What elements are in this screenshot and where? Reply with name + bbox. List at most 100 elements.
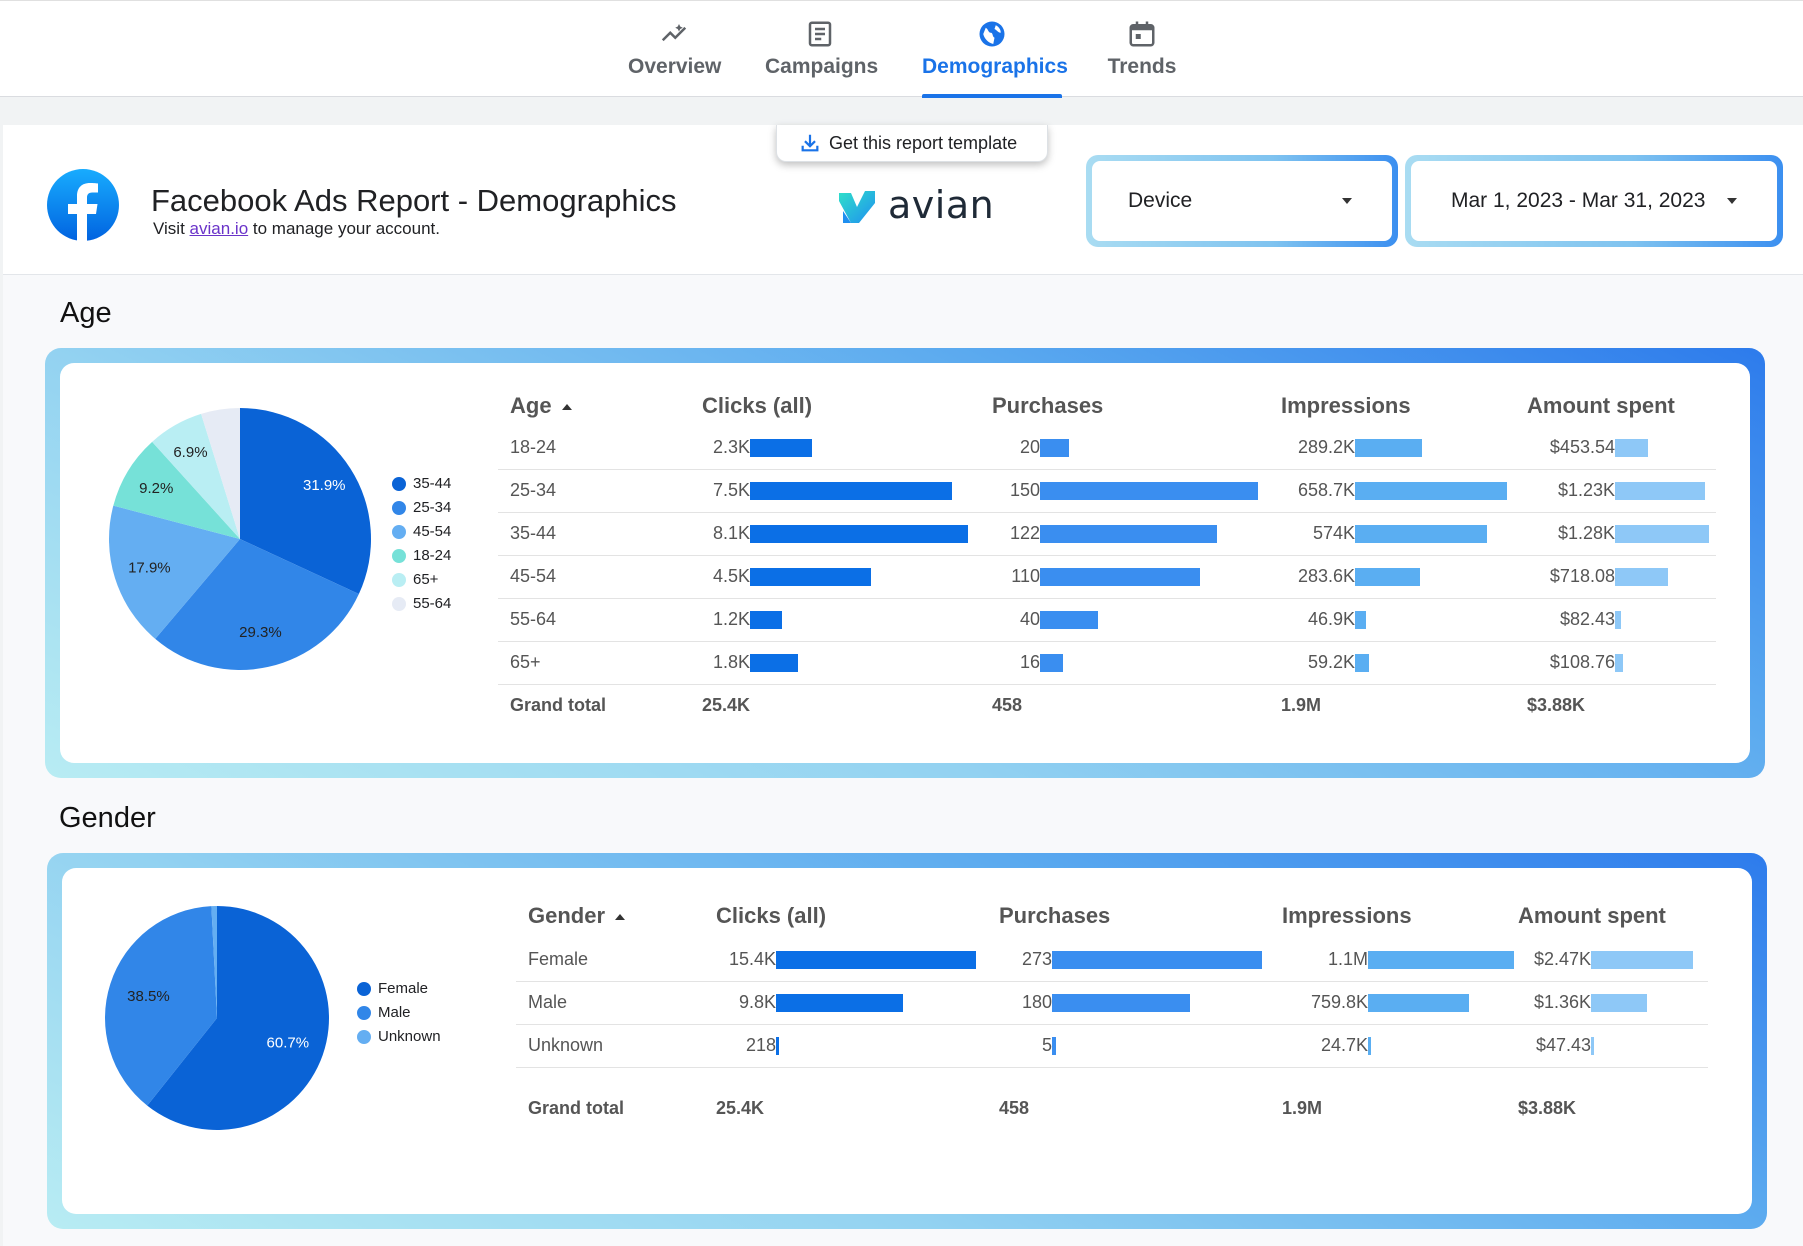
report-subtitle: Visit avian.io to manage your account. <box>153 219 440 239</box>
pie-slice-Unknown[interactable] <box>211 906 217 1018</box>
column-header-purchases[interactable]: Purchases <box>992 393 1104 418</box>
pie-slice-55-64[interactable] <box>201 408 240 539</box>
grand-total-clicks: 25.4K <box>716 1098 765 1118</box>
bar-amount <box>1591 951 1693 969</box>
pie-label: 9.2% <box>139 480 173 497</box>
device-dropdown[interactable]: Device <box>1092 161 1392 241</box>
legend-item[interactable]: 25-34 <box>392 499 451 516</box>
get-template-button[interactable]: Get this report template <box>776 125 1048 162</box>
legend-item[interactable]: 35-44 <box>392 475 451 492</box>
bar-impressions <box>1368 1037 1372 1055</box>
report-canvas: Facebook Ads Report - Demographics Visit… <box>3 125 1803 1246</box>
column-header-impressions[interactable]: Impressions <box>1281 393 1411 418</box>
trending-icon <box>628 19 720 51</box>
legend-label: Unknown <box>378 1028 441 1045</box>
row-label: 18-24 <box>510 437 557 457</box>
pie-slice-Male[interactable] <box>104 906 217 1106</box>
legend-dot <box>392 572 406 587</box>
tab-demographics[interactable]: Demographics <box>922 19 1068 98</box>
avian-link[interactable]: avian.io <box>189 219 249 238</box>
grand-total-purchases: 458 <box>999 1098 1030 1118</box>
column-header-impressions[interactable]: Impressions <box>1282 903 1412 928</box>
globe-icon <box>922 19 1062 51</box>
bar-impressions <box>1355 439 1422 457</box>
cell-value-amount: $2.47K <box>1533 949 1591 969</box>
tab-trends[interactable]: Trends <box>1106 19 1178 98</box>
row-divider <box>498 640 1716 642</box>
cell-value-clicks: 7.5K <box>712 480 750 500</box>
cell-value-clicks: 218 <box>745 1035 776 1055</box>
pie-label: 29.3% <box>239 624 282 641</box>
legend-dot <box>392 476 406 491</box>
column-header-amount[interactable]: Amount spent <box>1527 393 1675 418</box>
legend-item[interactable]: Female <box>357 980 428 997</box>
sort-ascending-icon[interactable] <box>615 914 626 921</box>
bar-impressions <box>1355 482 1507 500</box>
legend-dot <box>392 524 406 539</box>
column-header-clicks[interactable]: Clicks (all) <box>716 903 827 928</box>
device-filter[interactable]: Device <box>1086 155 1398 247</box>
cell-value-purchases: 110 <box>1011 566 1040 586</box>
legend-item[interactable]: 18-24 <box>392 547 451 564</box>
cell-value-impressions: 24.7K <box>1320 1035 1368 1055</box>
legend-item[interactable]: 45-54 <box>392 523 451 540</box>
cell-value-amount: $1.23K <box>1557 480 1615 500</box>
column-header-age[interactable]: Age <box>510 393 572 419</box>
row-divider <box>498 511 1716 513</box>
legend-item[interactable]: 65+ <box>392 571 438 588</box>
column-header-gender[interactable]: Gender <box>528 903 626 929</box>
cell-value-purchases: 16 <box>1019 652 1040 672</box>
legend-item[interactable]: 55-64 <box>392 595 451 612</box>
pie-slice-65+[interactable] <box>152 413 240 539</box>
tab-label: Overview <box>628 55 722 78</box>
bar-impressions <box>1355 568 1421 586</box>
cell-value-purchases: 180 <box>1021 992 1052 1012</box>
cell-value-amount: $1.36K <box>1533 992 1591 1012</box>
row-divider <box>498 554 1716 556</box>
cell-value-amount: $1.28K <box>1557 523 1615 543</box>
legend-label: 18-24 <box>413 547 452 564</box>
pie-slice-35-44[interactable] <box>240 408 371 595</box>
legend-dot <box>392 500 406 515</box>
facebook-logo-icon <box>47 169 119 241</box>
column-header-clicks[interactable]: Clicks (all) <box>702 393 813 418</box>
bar-amount <box>1615 654 1623 672</box>
bar-amount <box>1615 525 1709 543</box>
gender-card: 60.7% 38.5% Female Male Unknown Gender Click… <box>47 853 1767 1229</box>
calendar-icon <box>1106 19 1178 51</box>
tab-overview[interactable]: Overview <box>628 19 722 98</box>
cell-value-clicks: 15.4K <box>728 949 776 969</box>
pie-slice-45-54[interactable] <box>108 505 240 639</box>
grand-total-label: Grand total <box>510 695 607 715</box>
subtitle-prefix: Visit <box>153 219 190 238</box>
pie-slice-18-24[interactable] <box>113 441 240 539</box>
bar-clicks <box>750 482 952 500</box>
tab-campaigns[interactable]: Campaigns <box>765 19 878 98</box>
date-range-filter[interactable]: Mar 1, 2023 - Mar 31, 2023 <box>1405 155 1783 247</box>
date-range-dropdown[interactable]: Mar 1, 2023 - Mar 31, 2023 <box>1411 161 1777 241</box>
sort-ascending-icon[interactable] <box>561 404 572 411</box>
page-title: Facebook Ads Report - Demographics <box>151 183 677 218</box>
avian-logo-icon <box>839 191 875 223</box>
bar-clicks <box>750 611 783 629</box>
cell-value-purchases: 122 <box>1009 523 1040 543</box>
legend-dot <box>357 1029 371 1044</box>
bar-clicks <box>750 654 799 672</box>
legend-label: 25-34 <box>413 499 452 516</box>
cell-value-clicks: 8.1K <box>712 523 750 543</box>
cell-value-amount: $108.76 <box>1549 652 1615 672</box>
device-filter-label: Device <box>1128 189 1193 212</box>
chevron-down-icon <box>1727 198 1737 204</box>
tab-label: Trends <box>1107 55 1177 78</box>
pie-slice-Female[interactable] <box>147 906 329 1130</box>
pie-slice-25-34[interactable] <box>155 539 359 670</box>
legend-item[interactable]: Unknown <box>357 1028 441 1045</box>
cell-value-clicks: 1.8K <box>712 652 750 672</box>
legend-item[interactable]: Male <box>357 1004 411 1021</box>
column-header-purchases[interactable]: Purchases <box>999 903 1111 928</box>
legend-label: 65+ <box>413 571 439 588</box>
bar-purchases <box>1040 525 1218 543</box>
bar-amount <box>1615 482 1706 500</box>
column-header-amount[interactable]: Amount spent <box>1518 903 1666 928</box>
row-label: 25-34 <box>510 480 557 500</box>
